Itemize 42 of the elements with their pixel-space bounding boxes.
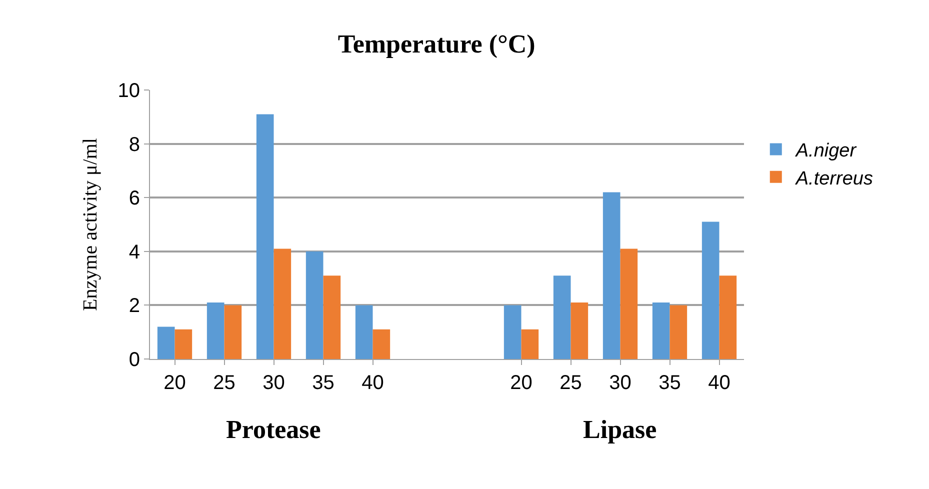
y-tick-label: 6 xyxy=(128,188,140,210)
bar xyxy=(224,305,242,359)
x-tick-label: 35 xyxy=(658,372,681,394)
bar xyxy=(602,192,620,359)
bar xyxy=(256,114,274,359)
y-tick-label: 4 xyxy=(128,241,140,264)
bar xyxy=(670,305,688,359)
x-tick-label: 35 xyxy=(312,372,334,394)
bar xyxy=(323,276,341,359)
y-tick-label: 0 xyxy=(128,349,140,371)
y-tick-label: 8 xyxy=(128,134,140,156)
bar xyxy=(702,222,720,359)
x-tick-label: 25 xyxy=(213,372,236,394)
x-tick-label: 20 xyxy=(164,372,186,394)
y-tick-label: 2 xyxy=(128,295,140,318)
y-tick-label: 10 xyxy=(118,80,140,102)
bar xyxy=(620,248,638,359)
legend-label: A.niger xyxy=(794,140,857,162)
text: Lipase xyxy=(583,415,657,444)
legend-label: A.terreus xyxy=(794,168,874,190)
x-tick-label: 30 xyxy=(609,372,632,394)
chart-title: Temperature (°C) xyxy=(338,29,536,58)
bar xyxy=(504,305,522,359)
bar xyxy=(570,302,588,359)
bar xyxy=(521,329,539,359)
bar xyxy=(372,329,390,359)
x-tick-label: 30 xyxy=(262,372,285,394)
bar xyxy=(719,276,737,359)
bar xyxy=(157,326,175,359)
x-tick-label: 40 xyxy=(362,372,384,394)
bar xyxy=(274,248,292,359)
y-axis-title: Enzyme activity μ/ml xyxy=(79,138,102,311)
bar xyxy=(553,276,571,359)
bar xyxy=(206,302,224,359)
bar xyxy=(306,251,324,359)
text: Protease xyxy=(226,415,321,444)
bar xyxy=(652,302,670,359)
x-tick-label: 40 xyxy=(708,372,730,394)
bar xyxy=(355,305,373,359)
bar xyxy=(174,329,192,359)
x-tick-label: 20 xyxy=(510,372,532,394)
x-tick-label: 25 xyxy=(560,372,582,394)
